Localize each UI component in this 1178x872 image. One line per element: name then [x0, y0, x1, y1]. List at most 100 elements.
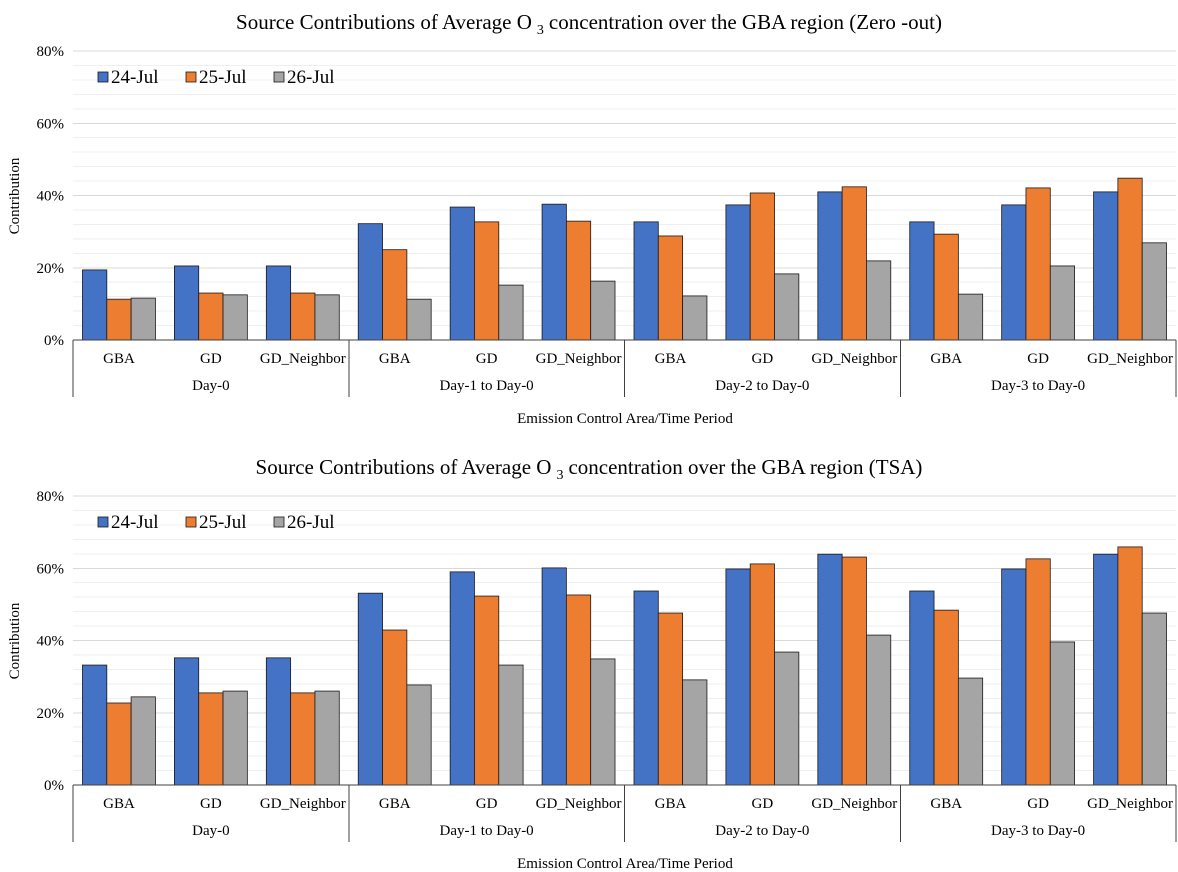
bar-24-jul-day-0-gd	[174, 265, 200, 341]
bar-25-jul-day-1-to-day-0-gba	[382, 249, 408, 341]
x-group-label: Day-0	[192, 378, 230, 394]
x-group-label: Day-3 to Day-0	[991, 823, 1085, 839]
bar-25-jul-day-1-to-day-0-gd	[474, 221, 500, 341]
bar-24-jul-day-2-to-day-0-gd	[725, 204, 751, 341]
chart-title: Source Contributions of Average O 3 concen…	[236, 10, 942, 38]
chart-title: Source Contributions of Average O 3 concen…	[256, 455, 923, 483]
bar-26-jul-day-0-gba	[130, 297, 156, 341]
bar-24-jul-day-2-to-day-0-gba	[633, 221, 659, 341]
x-tick-label: GBA	[930, 796, 962, 812]
bar-24-jul-day-3-to-day-0-gd-neighbor	[1093, 191, 1119, 341]
bar-26-jul-day-2-to-day-0-gd-neighbor	[866, 260, 892, 341]
legend-item-24-jul: 24-Jul	[97, 67, 159, 88]
axes: 0% 20% 40% 60% 80% GBA GD GD_Neighbor GBA GD GD_Ne…	[37, 44, 1177, 397]
gridlines	[73, 495, 1176, 772]
bar-24-jul-day-2-to-day-0-gd-neighbor	[817, 553, 843, 786]
bar-26-jul-day-0-gd	[222, 294, 248, 341]
chart-title-main: Source Contributions of Average O	[236, 10, 532, 34]
bar-series	[82, 546, 1167, 786]
x-tick-label: GBA	[379, 796, 411, 812]
legend: 24-Jul 25-Jul 26-Jul	[97, 67, 335, 88]
chart-title-subscript: 3	[537, 23, 544, 38]
x-tick-label: GBA	[103, 351, 135, 367]
x-tick-label: GD_Neighbor	[811, 796, 897, 812]
x-tick-label: GD_Neighbor	[260, 351, 346, 367]
bar-26-jul-day-2-to-day-0-gba	[682, 679, 708, 786]
bar-25-jul-day-3-to-day-0-gba	[933, 609, 959, 786]
x-tick-label: GBA	[103, 796, 135, 812]
legend-item-24-jul: 24-Jul	[97, 512, 159, 533]
x-group-label: Day-1 to Day-0	[440, 378, 534, 394]
y-tick-label: 0%	[44, 778, 64, 794]
bar-24-jul-day-2-to-day-0-gd	[725, 568, 751, 786]
bar-26-jul-day-2-to-day-0-gd-neighbor	[866, 634, 892, 786]
bar-26-jul-day-3-to-day-0-gd	[1049, 641, 1075, 786]
chart-zero-out: Source Contributions of Average O 3 concen…	[7, 10, 1177, 427]
bar-24-jul-day-3-to-day-0-gba	[909, 221, 935, 341]
x-tick-label: GD_Neighbor	[1087, 796, 1173, 812]
bar-25-jul-day-2-to-day-0-gd-neighbor	[841, 186, 867, 341]
bar-24-jul-day-2-to-day-0-gd-neighbor	[817, 191, 843, 341]
x-axis-title: Emission Control Area/Time Period	[517, 411, 733, 427]
legend-item-25-jul: 25-Jul	[185, 512, 247, 533]
bar-24-jul-day-1-to-day-0-gba	[357, 223, 383, 341]
bar-25-jul-day-3-to-day-0-gd-neighbor	[1117, 177, 1143, 341]
x-group-label: Day-3 to Day-0	[991, 378, 1085, 394]
bar-26-jul-day-1-to-day-0-gba	[406, 684, 432, 786]
bar-25-jul-day-0-gd	[198, 692, 224, 786]
y-tick-label: 20%	[37, 706, 65, 722]
legend-swatch	[185, 516, 197, 528]
legend-item-26-jul: 26-Jul	[273, 67, 335, 88]
chart-title-rest: concentration over the GBA region (TSA)	[568, 455, 922, 479]
bar-26-jul-day-1-to-day-0-gd	[498, 284, 524, 341]
legend-swatch	[273, 516, 285, 528]
bar-25-jul-day-1-to-day-0-gd	[474, 595, 500, 786]
gridlines	[73, 50, 1176, 327]
bar-25-jul-day-0-gba	[106, 298, 132, 341]
x-tick-label: GD_Neighbor	[811, 351, 897, 367]
legend-label: 26-Jul	[287, 67, 335, 88]
chart-title-main: Source Contributions of Average O	[256, 455, 552, 479]
y-axis-title: Contribution	[7, 602, 23, 679]
bar-25-jul-day-3-to-day-0-gba	[933, 233, 959, 341]
legend: 24-Jul 25-Jul 26-Jul	[97, 512, 335, 533]
y-tick-label: 80%	[37, 489, 65, 505]
y-tick-label: 60%	[37, 561, 65, 577]
x-group-label: Day-0	[192, 823, 230, 839]
bar-24-jul-day-3-to-day-0-gd	[1001, 204, 1027, 341]
y-tick-label: 40%	[37, 189, 65, 205]
x-tick-label: GD	[752, 351, 774, 367]
bar-24-jul-day-1-to-day-0-gba	[357, 592, 383, 786]
bar-26-jul-day-3-to-day-0-gba	[957, 677, 984, 786]
bar-26-jul-day-1-to-day-0-gba	[406, 298, 432, 341]
x-group-label: Day-1 to Day-0	[440, 823, 534, 839]
x-tick-label: GBA	[379, 351, 411, 367]
bar-25-jul-day-2-to-day-0-gba	[657, 235, 684, 341]
x-tick-label: GD	[1027, 351, 1049, 367]
legend-label: 24-Jul	[111, 512, 159, 533]
bar-24-jul-day-0-gd-neighbor	[265, 657, 292, 786]
x-tick-label: GD	[200, 351, 222, 367]
x-tick-label: GD	[476, 351, 498, 367]
legend-label: 24-Jul	[111, 67, 159, 88]
bar-26-jul-day-1-to-day-0-gd	[498, 664, 524, 786]
x-tick-label: GD	[476, 796, 498, 812]
x-tick-label: GD_Neighbor	[260, 796, 346, 812]
bar-26-jul-day-3-to-day-0-gd	[1049, 265, 1075, 341]
legend-swatch	[97, 71, 109, 83]
bar-26-jul-day-3-to-day-0-gd-neighbor	[1141, 242, 1167, 341]
legend-label: 25-Jul	[199, 512, 247, 533]
bar-series	[82, 177, 1167, 341]
bar-24-jul-day-3-to-day-0-gd-neighbor	[1093, 553, 1119, 786]
legend-item-25-jul: 25-Jul	[185, 67, 247, 88]
bar-24-jul-day-3-to-day-0-gba	[909, 590, 935, 786]
bar-25-jul-day-2-to-day-0-gd-neighbor	[841, 556, 867, 786]
x-axis-title: Emission Control Area/Time Period	[517, 856, 733, 872]
x-tick-label: GBA	[655, 351, 687, 367]
y-tick-label: 60%	[37, 116, 65, 132]
legend-swatch	[185, 71, 197, 83]
bar-26-jul-day-0-gd-neighbor	[314, 690, 340, 786]
x-tick-label: GD_Neighbor	[536, 351, 622, 367]
axes: 0% 20% 40% 60% 80% GBA GD GD_Neighbor GBA GD GD_Ne…	[37, 489, 1177, 842]
